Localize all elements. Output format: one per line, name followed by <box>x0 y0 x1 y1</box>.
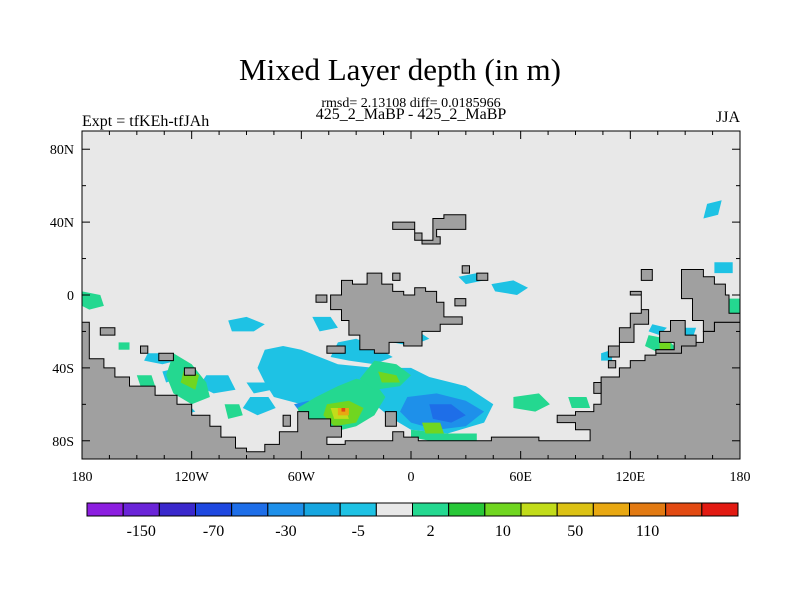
experiment-label: Expt = tfKEh-tfJAh <box>82 113 210 130</box>
contour-region-9 <box>246 382 273 394</box>
colorbar-box-8 <box>375 502 414 517</box>
x-tick-label-2: 60W <box>288 470 316 485</box>
colorbar-box-6 <box>303 502 341 517</box>
land-polygon-5 <box>183 367 196 376</box>
contour-region-32 <box>118 342 130 350</box>
x-tick-label-3: 0 <box>408 470 415 485</box>
colorbar-box-4 <box>231 502 269 517</box>
land-mask <box>82 214 740 459</box>
contour-region-4 <box>312 316 338 332</box>
colorbar-label-2: -30 <box>275 523 296 540</box>
x-tick-label-6: 180 <box>730 470 751 485</box>
colorbar-box-16 <box>665 502 703 517</box>
land-polygon-9 <box>392 272 401 281</box>
contour-region-24 <box>224 404 243 419</box>
colorbar-box-1 <box>122 502 160 517</box>
colorbar-box-12 <box>520 502 558 517</box>
colorbar-box-7 <box>339 502 377 517</box>
colorbar-label-7: 110 <box>636 523 659 540</box>
land-polygon-20 <box>282 414 291 427</box>
land-polygon-21 <box>384 411 397 427</box>
colorbar-box-5 <box>267 502 305 517</box>
x-tick-label-0: 180 <box>72 470 93 485</box>
contour-region-1 <box>330 338 393 365</box>
land-polygon-8 <box>315 294 328 303</box>
colorbar-label-5: 10 <box>495 523 511 540</box>
colorbar-box-3 <box>195 502 233 517</box>
colorbar-box-13 <box>556 502 594 517</box>
contour-region-3 <box>228 316 265 332</box>
colorbar-label-1: -70 <box>203 523 224 540</box>
land-polygon-19 <box>655 320 697 354</box>
colorbar-box-10 <box>448 502 486 517</box>
colorbar-box-0 <box>86 502 124 517</box>
land-polygon-2 <box>99 327 116 336</box>
contour-region-13 <box>703 200 722 219</box>
contour-region-29 <box>568 397 591 408</box>
colorbar-box-14 <box>592 502 630 517</box>
stats-label: rmsd= 2.13108 diff= 0.0185966 <box>321 96 501 111</box>
y-tick-label-3: 40S <box>52 362 74 377</box>
contour-region-21 <box>82 291 104 310</box>
colorbar-label-0: -150 <box>127 523 156 540</box>
colorbar-label-3: -5 <box>352 523 365 540</box>
colorbar-label-6: 50 <box>567 523 583 540</box>
contour-region-31 <box>729 298 740 314</box>
land-polygon-14 <box>593 382 602 394</box>
land-polygon-3 <box>140 345 149 354</box>
x-tick-label-1: 120W <box>175 470 210 485</box>
x-tick-label-5: 120E <box>616 470 646 485</box>
colorbar-box-9 <box>412 502 450 517</box>
colorbar-box-17 <box>701 502 739 517</box>
contour-region-6 <box>242 397 276 416</box>
contour-region-15 <box>648 324 667 336</box>
season-label: JJA <box>715 109 740 126</box>
land-polygon-7 <box>326 345 346 354</box>
contour-region-36 <box>422 422 444 434</box>
colorbar-box-11 <box>484 502 522 517</box>
contour-region-39 <box>337 408 349 416</box>
chart-subtitle: 425_2_MaBP - 425_2_MaBP <box>315 106 507 123</box>
colorbar-box-15 <box>629 502 667 517</box>
contour-region-28 <box>513 393 550 412</box>
x-tick-label-4: 60E <box>509 470 532 485</box>
land-polygon-15 <box>607 360 617 369</box>
contour-region-35 <box>378 371 400 383</box>
land-polygon-16 <box>640 269 653 281</box>
land-polygon-6 <box>330 272 463 354</box>
y-tick-label-4: 80S <box>52 435 74 450</box>
contour-region-11 <box>491 280 528 295</box>
chart-title: Mixed Layer depth (in m) <box>239 52 561 87</box>
contour-region-40 <box>341 408 346 412</box>
y-tick-label-1: 40N <box>50 216 74 231</box>
land-polygon-18 <box>607 290 650 358</box>
colorbar-box-2 <box>158 502 196 517</box>
contour-region-5 <box>199 375 236 394</box>
contour-region-23 <box>136 375 156 387</box>
contour-region-20 <box>429 404 466 423</box>
land-polygon-12 <box>476 272 489 281</box>
land-polygon-11 <box>461 265 470 274</box>
land-polygon-10 <box>454 298 467 307</box>
y-tick-label-0: 80N <box>50 143 74 158</box>
land-polygon-13 <box>392 214 467 245</box>
land-polygon-0 <box>82 321 740 459</box>
axis-ticks: 180 120W 60W 0 60E 120E 180 80N 40N 0 40S 80S <box>50 131 751 485</box>
plot-area <box>82 131 740 459</box>
land-polygon-4 <box>158 352 174 362</box>
land-polygon-17 <box>681 269 740 332</box>
contour-region-14 <box>714 262 733 274</box>
colorbar-label-4: 2 <box>427 523 435 540</box>
y-tick-label-2: 0 <box>67 289 74 304</box>
colorbar: -150 -70 -30 -5 2 10 50 110 <box>86 502 739 540</box>
